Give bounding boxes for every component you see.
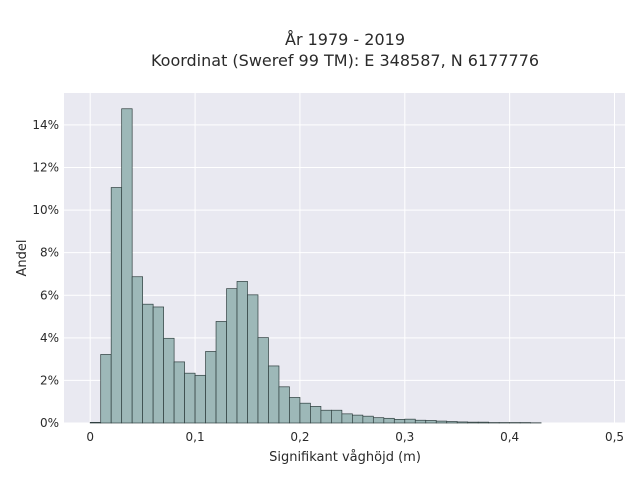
x-tick-label: 0,5 <box>605 430 624 444</box>
histogram-bar <box>173 361 185 424</box>
histogram-bar <box>278 386 290 424</box>
x-tick-label: 0,1 <box>186 430 205 444</box>
histogram-bar <box>121 108 133 424</box>
histogram-bar <box>404 418 416 424</box>
histogram-bar <box>414 419 427 424</box>
y-tick-label: 0% <box>40 416 59 430</box>
y-tick-label: 4% <box>40 331 59 345</box>
x-tick-label: 0,2 <box>290 430 309 444</box>
histogram-bar <box>446 421 458 424</box>
histogram-bar <box>383 417 395 424</box>
histogram-bar <box>425 420 437 424</box>
chart-title-line2: Koordinat (Sweref 99 TM): E 348587, N 61… <box>151 51 539 70</box>
histogram-bar <box>163 337 175 424</box>
y-tick-label: 2% <box>40 373 59 387</box>
x-axis-ticks: 0 0,1 0,2 0,3 0,4 0,5 <box>86 430 624 444</box>
y-tick-label: 12% <box>32 161 59 175</box>
histogram-bar <box>372 417 385 424</box>
histogram-bar <box>226 288 238 424</box>
histogram-bar <box>310 406 322 424</box>
y-axis-title: Andel <box>15 240 30 277</box>
histogram-bar <box>331 409 343 424</box>
y-tick-label: 14% <box>32 118 59 132</box>
histogram-bar <box>89 422 102 424</box>
histogram-bar <box>299 402 311 424</box>
histogram-bar <box>352 414 364 424</box>
x-axis-title: Signifikant våghöjd (m) <box>269 450 421 465</box>
histogram-bar <box>477 421 490 424</box>
histogram-bar <box>289 397 301 424</box>
histogram-bar <box>142 303 154 424</box>
histogram-bar <box>100 354 112 424</box>
y-tick-label: 6% <box>40 288 59 302</box>
histogram-bar <box>268 365 280 424</box>
histogram-bar <box>362 415 374 424</box>
histogram-bar <box>456 421 469 424</box>
histogram-bar <box>110 187 123 424</box>
histogram-bar <box>320 409 332 424</box>
x-tick-label: 0,4 <box>500 430 519 444</box>
histogram-bar <box>131 276 143 424</box>
histogram-bar <box>215 321 227 424</box>
histogram-bar <box>184 372 196 424</box>
histogram-bar <box>236 281 248 424</box>
histogram-bar <box>205 351 217 424</box>
chart-title-line1: År 1979 - 2019 <box>285 30 405 49</box>
histogram-bar <box>247 294 259 424</box>
histogram-bar <box>435 420 448 424</box>
x-tick-label: 0,3 <box>395 430 414 444</box>
x-tick-label: 0 <box>86 430 94 444</box>
histogram-bar <box>194 374 206 424</box>
histogram-bar <box>341 413 353 424</box>
histogram-bar <box>393 419 406 424</box>
y-tick-label: 10% <box>32 203 59 217</box>
histogram-bars <box>89 108 542 424</box>
histogram-bar <box>467 421 479 424</box>
y-tick-label: 8% <box>40 246 59 260</box>
histogram-bar <box>152 306 164 424</box>
y-axis-ticks: 0% 2% 4% 6% 8% 10% 12% 14% <box>32 118 59 430</box>
histogram-bar <box>257 337 269 424</box>
